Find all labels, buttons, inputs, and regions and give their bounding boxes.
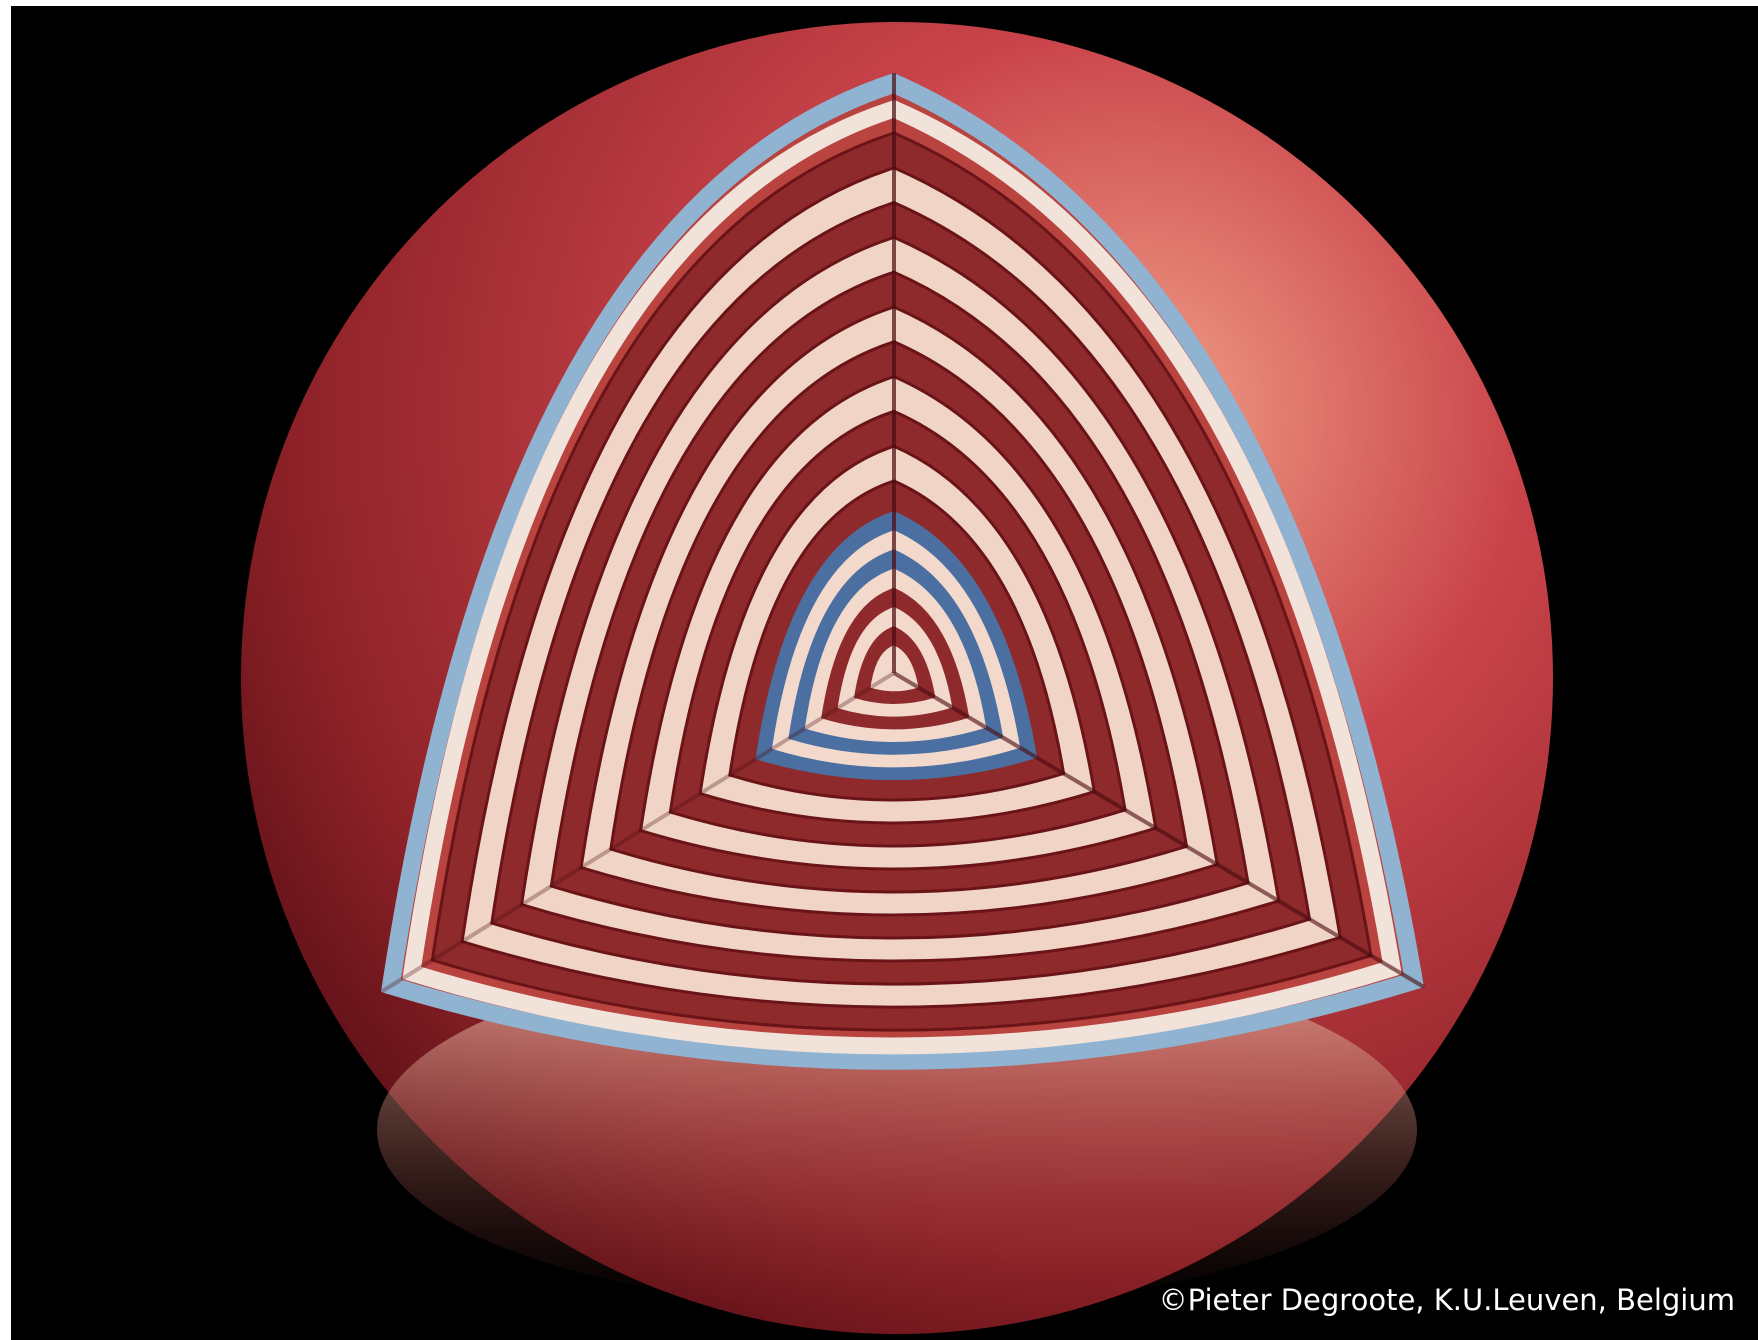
cut-edge bbox=[379, 671, 896, 994]
band bbox=[402, 99, 1402, 1055]
cut-edge bbox=[892, 671, 1426, 989]
credit: ©Pieter Degroote, K.U.Leuven, Belgium bbox=[1159, 1283, 1735, 1317]
core bbox=[755, 510, 1038, 781]
band bbox=[381, 73, 1424, 1070]
